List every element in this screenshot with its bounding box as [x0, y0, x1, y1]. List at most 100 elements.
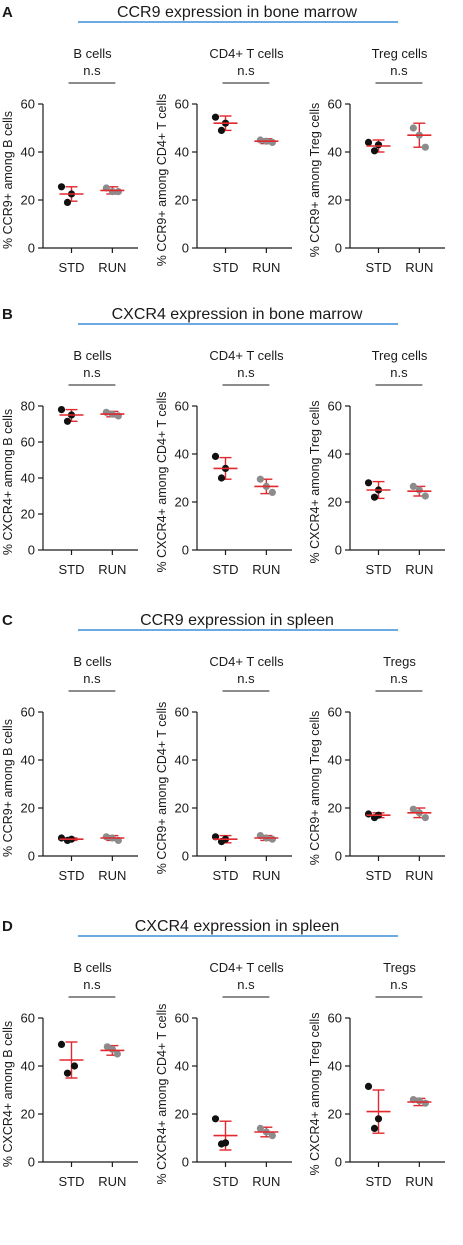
subplot-title: Treg cells — [372, 348, 428, 363]
data-point — [415, 486, 423, 494]
data-point — [113, 1050, 121, 1058]
x-tick-label: RUN — [405, 1174, 433, 1189]
data-point — [114, 188, 122, 196]
subplot-2: CD4+ T cells n.s 0 20 40 60 % CXCR4+ among CD4… — [155, 348, 292, 577]
subplot-title: Treg cells — [372, 46, 428, 61]
data-point — [256, 136, 264, 144]
y-tick-label: 40 — [328, 145, 342, 160]
group-std — [211, 113, 238, 134]
x-tick-label: RUN — [98, 562, 126, 577]
y-tick-label: 80 — [21, 399, 35, 414]
data-point — [268, 488, 276, 496]
panel-B: B CXCR4 expression in bone marrow B cells n… — [1, 306, 445, 577]
panel-title: CXCR4 expression in spleen — [135, 918, 340, 935]
x-tick-label: STD — [213, 1174, 239, 1189]
data-point — [421, 143, 429, 151]
subplot-2: CD4+ T cells n.s 0 20 40 60 % CCR9+ among CD4+… — [155, 654, 292, 883]
y-tick-label: 60 — [328, 399, 342, 414]
data-point — [256, 1124, 264, 1132]
y-tick-label: 40 — [175, 1059, 189, 1074]
group-std — [364, 479, 391, 501]
y-axis-label: % CXCR4+ among CD4+ T cells — [155, 392, 169, 573]
subplot-title: B cells — [73, 654, 112, 669]
y-tick-label: 0 — [182, 241, 189, 256]
y-tick-label: 40 — [21, 753, 35, 768]
group-run — [100, 184, 125, 196]
y-tick-label: 20 — [328, 1107, 342, 1122]
y-tick-label: 20 — [21, 193, 35, 208]
y-tick-label: 20 — [175, 495, 189, 510]
x-tick-label: STD — [366, 260, 392, 275]
x-tick-label: RUN — [98, 1174, 126, 1189]
data-point — [256, 475, 264, 483]
y-tick-label: 40 — [328, 447, 342, 462]
data-point — [364, 138, 373, 146]
significance-label: n.s — [237, 365, 255, 380]
y-tick-label: 60 — [21, 705, 35, 720]
subplot-3: Tregs n.s 0 20 40 60 % CXCR4+ among Treg cells… — [308, 960, 445, 1189]
x-tick-label: RUN — [98, 260, 126, 275]
y-axis-label: % CXCR4+ among Treg cells — [308, 1013, 322, 1176]
data-point — [268, 138, 276, 146]
panel-D: D CXCR4 expression in spleen B cells n.s 0 20… — [1, 918, 445, 1189]
significance-label: n.s — [390, 977, 408, 992]
x-tick-label: STD — [59, 868, 85, 883]
subplot-2: CD4+ T cells n.s 0 20 40 60 % CXCR4+ among CD4… — [155, 960, 292, 1189]
y-tick-label: 60 — [21, 1011, 35, 1026]
y-tick-label: 0 — [182, 849, 189, 864]
data-point — [217, 126, 226, 134]
y-tick-label: 0 — [335, 849, 342, 864]
group-run — [407, 122, 432, 151]
y-tick-label: 40 — [328, 1059, 342, 1074]
y-tick-label: 0 — [28, 1155, 35, 1170]
data-point — [63, 417, 72, 425]
subplot-1: B cells n.s 0 20 40 60 % CCR9+ among B cells ST… — [1, 654, 138, 883]
data-point — [63, 198, 72, 206]
panel-title: CCR9 expression in bone marrow — [117, 4, 358, 21]
panel-letter: A — [2, 4, 13, 21]
x-tick-label: STD — [366, 1174, 392, 1189]
significance-label: n.s — [83, 63, 101, 78]
y-axis-label: % CCR9+ among CD4+ T cells — [155, 702, 169, 875]
x-tick-label: RUN — [252, 562, 280, 577]
x-tick-label: RUN — [252, 1174, 280, 1189]
y-tick-label: 40 — [175, 145, 189, 160]
data-point — [217, 474, 226, 482]
data-point — [409, 124, 417, 132]
significance-label: n.s — [83, 977, 101, 992]
y-tick-label: 60 — [21, 435, 35, 450]
group-std — [364, 138, 391, 155]
y-axis-label: % CXCR4+ among Treg cells — [308, 401, 322, 564]
y-axis-label: % CCR9+ among Treg cells — [308, 711, 322, 866]
x-tick-label: STD — [366, 562, 392, 577]
y-tick-label: 0 — [182, 543, 189, 558]
group-std — [57, 183, 84, 206]
y-axis-label: % CCR9+ among CD4+ T cells — [155, 94, 169, 267]
y-tick-label: 40 — [21, 1059, 35, 1074]
subplot-title: CD4+ T cells — [209, 654, 284, 669]
y-tick-label: 40 — [175, 447, 189, 462]
significance-label: n.s — [390, 365, 408, 380]
y-tick-label: 0 — [335, 543, 342, 558]
subplot-3: Treg cells n.s 0 20 40 60 % CCR9+ among Treg c… — [308, 46, 445, 275]
y-tick-label: 40 — [21, 145, 35, 160]
data-point — [211, 1115, 220, 1123]
x-tick-label: RUN — [405, 260, 433, 275]
group-std — [57, 406, 84, 425]
subplot-3: Tregs n.s 0 20 40 60 % CCR9+ among Treg cells S… — [308, 654, 445, 883]
data-point — [364, 810, 373, 818]
data-point — [63, 836, 72, 845]
y-tick-label: 20 — [21, 801, 35, 816]
y-tick-label: 0 — [28, 241, 35, 256]
y-tick-label: 0 — [335, 1155, 342, 1170]
data-point — [57, 406, 66, 414]
data-point — [370, 147, 379, 155]
significance-label: n.s — [237, 63, 255, 78]
subplot-title: B cells — [73, 960, 112, 975]
group-run — [407, 1096, 432, 1107]
y-tick-label: 20 — [175, 1107, 189, 1122]
x-tick-label: STD — [213, 868, 239, 883]
subplot-3: Treg cells n.s 0 20 40 60 % CXCR4+ among Treg … — [308, 348, 445, 577]
data-point — [364, 1082, 373, 1090]
